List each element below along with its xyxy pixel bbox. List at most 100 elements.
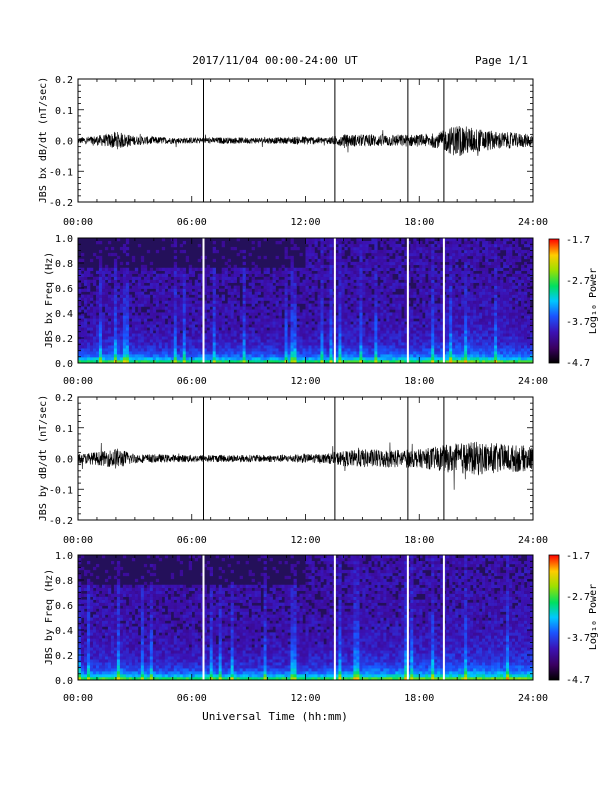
spectrogram-cell xyxy=(242,339,246,343)
spectrogram-cell xyxy=(392,354,396,358)
spectrogram-cell xyxy=(197,339,202,343)
spectrogram-cell xyxy=(347,354,351,358)
spectrogram-cell xyxy=(275,342,279,346)
spectrogram-cell xyxy=(395,342,399,346)
spectrogram-cell xyxy=(416,309,420,313)
spectrogram-cell xyxy=(122,333,127,337)
spectrogram-cell xyxy=(341,345,345,349)
spectrogram-cell xyxy=(314,339,318,343)
spectrogram-cell xyxy=(104,327,109,331)
spectrogram-cell xyxy=(146,324,151,328)
spectrogram-cell xyxy=(419,357,423,361)
spectrogram-cell xyxy=(137,315,142,319)
spectrogram-cell xyxy=(470,288,474,292)
spectrogram-cell xyxy=(140,303,145,307)
spectrogram-cell xyxy=(203,339,208,343)
spectrogram-cell xyxy=(320,276,324,280)
spectrogram-cell xyxy=(146,297,151,301)
spectrogram-cell xyxy=(344,339,348,343)
spectrogram-cell xyxy=(158,360,163,364)
spectrogram-cell xyxy=(275,306,279,310)
spectrogram-cell xyxy=(506,270,510,275)
spectrogram-cell xyxy=(494,354,498,358)
spectrogram-cell xyxy=(194,279,199,283)
spectrogram-cell xyxy=(479,360,483,364)
spectrogram-cell xyxy=(263,351,267,355)
spectrogram-cell xyxy=(434,312,438,316)
spectrogram-cell xyxy=(473,252,477,257)
spectrogram-cell xyxy=(485,294,489,298)
spectrogram-cell xyxy=(491,315,495,319)
spectrogram-cell xyxy=(266,270,270,275)
spectrogram-cell xyxy=(221,312,225,316)
spectrogram-cell xyxy=(167,357,172,361)
spectrogram-cell xyxy=(476,354,480,358)
spectrogram-cell xyxy=(395,267,399,272)
spectrogram-cell xyxy=(215,273,219,277)
spectrogram-cell xyxy=(272,312,276,316)
spectrogram-cell xyxy=(254,300,258,304)
spectrogram-cell xyxy=(314,243,318,248)
spectrogram-cell xyxy=(515,258,519,263)
spectrogram-cell xyxy=(455,240,459,245)
spectrogram-cell xyxy=(92,309,97,313)
spectrogram-cell xyxy=(431,267,435,272)
spectrogram-cell xyxy=(215,315,219,319)
spectrogram-cell xyxy=(311,360,315,364)
spectrogram-cell xyxy=(179,321,184,325)
spectrogram-cell xyxy=(461,360,465,364)
spectrogram-cell xyxy=(230,360,234,364)
spectrogram-cell xyxy=(248,306,252,310)
spectrogram-cell xyxy=(434,351,438,355)
spectrogram-cell xyxy=(338,330,342,334)
spectrogram-cell xyxy=(302,297,306,301)
spectrogram-cell xyxy=(290,312,294,316)
spectrogram-cell xyxy=(335,264,339,269)
spectrogram-cell xyxy=(365,294,369,298)
spectrogram-cell xyxy=(422,348,426,352)
spectrogram-cell xyxy=(137,291,142,295)
spectrogram-cell xyxy=(437,351,441,355)
spectrogram-cell xyxy=(257,354,261,358)
spectrogram-cell xyxy=(92,279,97,283)
spectrogram-cell xyxy=(224,276,228,280)
spectrogram-cell xyxy=(152,357,157,361)
spectrogram-cell xyxy=(503,339,507,343)
spectrogram-cell xyxy=(374,246,378,251)
spectrogram-cell xyxy=(119,246,124,251)
spectrogram-cell xyxy=(362,255,366,260)
spectrogram-cell xyxy=(455,315,459,319)
spectrogram-cell xyxy=(125,279,130,283)
spectrogram-cell xyxy=(323,255,327,260)
spectrogram-cell xyxy=(440,342,444,346)
spectrogram-cell xyxy=(323,279,327,283)
spectrogram-cell xyxy=(281,321,285,325)
spectrogram-cell xyxy=(305,288,309,292)
spectrogram-cell xyxy=(176,315,181,319)
spectrogram-cell xyxy=(449,270,453,275)
spectrogram-cell xyxy=(173,330,178,334)
spectrogram-cell xyxy=(401,270,405,275)
spectrogram-cell xyxy=(392,258,396,263)
spectrogram-cell xyxy=(236,327,240,331)
spectrogram-cell xyxy=(362,282,366,286)
spectrogram-cell xyxy=(245,321,249,325)
spectrogram-cell xyxy=(158,276,163,280)
spectrogram-cell xyxy=(323,291,327,295)
spectrogram-cell xyxy=(395,315,399,319)
spectrogram-cell xyxy=(245,294,249,298)
spectrogram-cell xyxy=(251,285,255,289)
spectrogram-cell xyxy=(455,345,459,349)
spectrogram-cell xyxy=(179,279,184,283)
spectrogram-cell xyxy=(281,354,285,358)
spectrogram-cell xyxy=(302,282,306,286)
spectrogram-cell xyxy=(440,330,444,334)
spectrogram-cell xyxy=(356,252,360,257)
spectrogram-cell xyxy=(224,312,228,316)
spectrogram-cell xyxy=(347,348,351,352)
spectrogram-cell xyxy=(80,354,85,358)
spectrogram-cell xyxy=(236,270,240,275)
spectrogram-cell xyxy=(482,294,486,298)
spectrogram-cell xyxy=(431,255,435,260)
spectrogram-cell xyxy=(506,306,510,310)
